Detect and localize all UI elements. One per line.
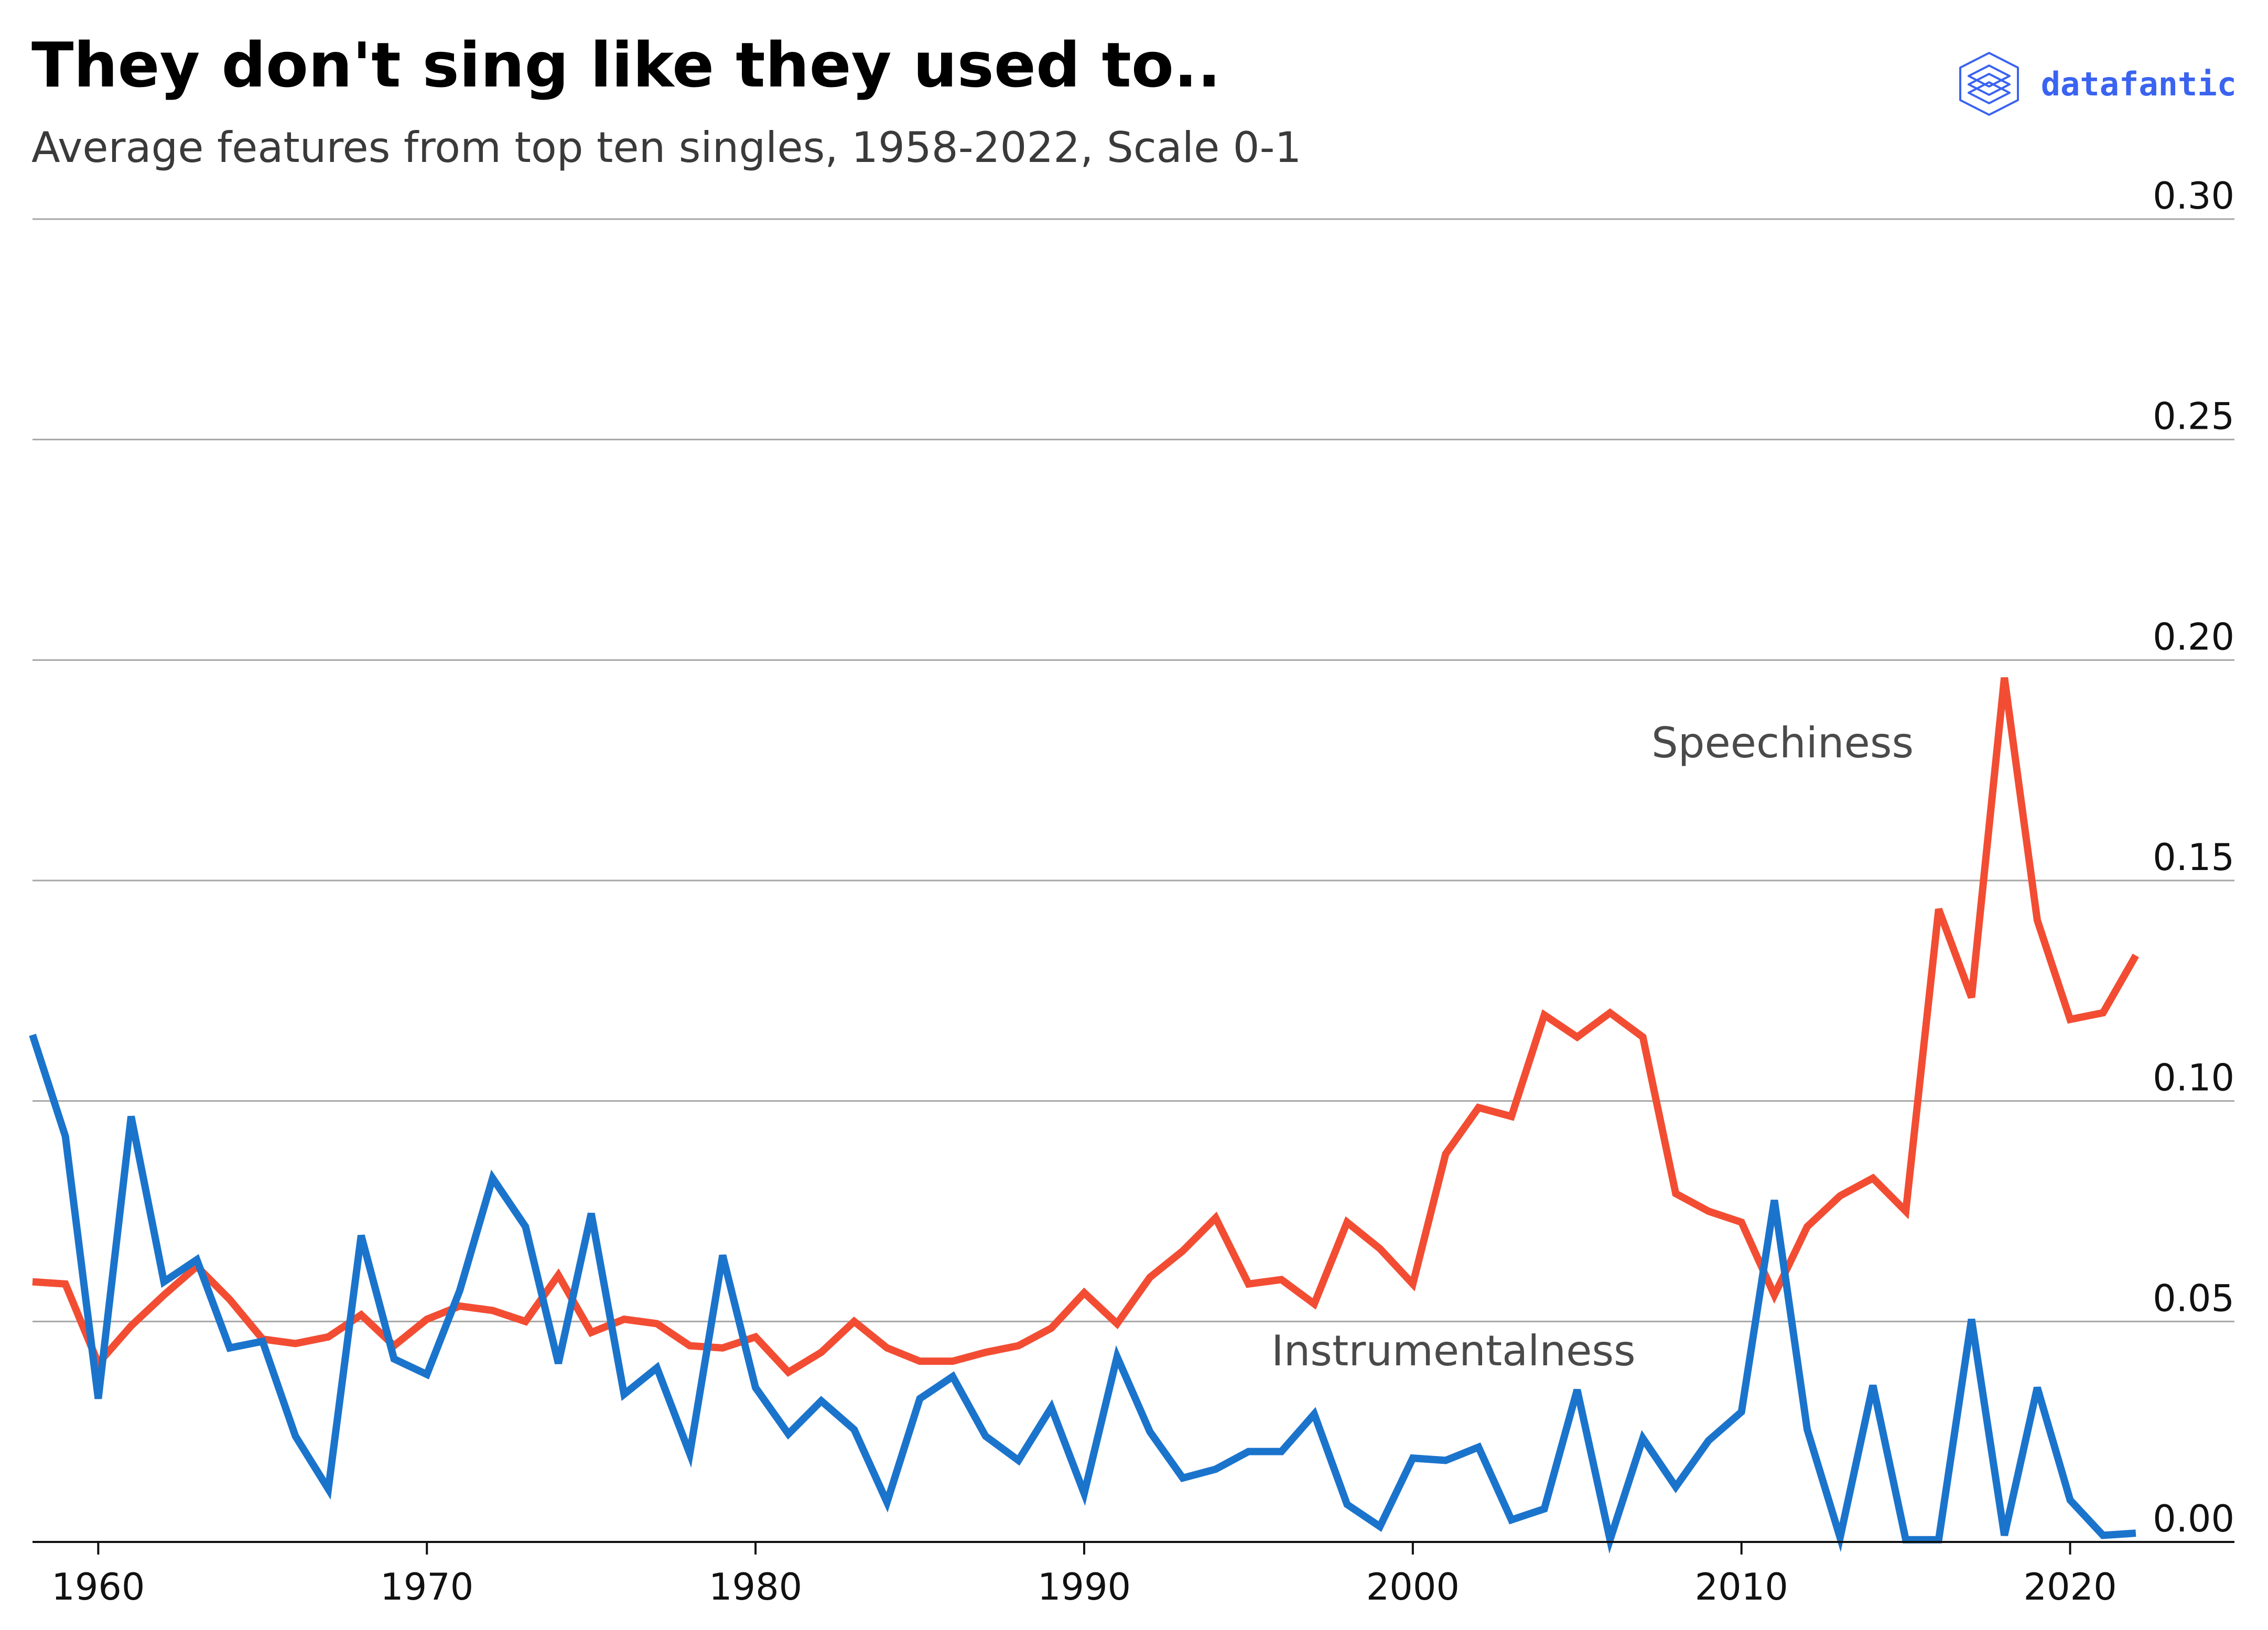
x-tick-label: 2020 bbox=[2023, 1566, 2116, 1609]
x-tick-label: 1960 bbox=[51, 1566, 145, 1609]
x-tick-label: 2000 bbox=[1366, 1566, 1460, 1609]
y-tick-label: 0.00 bbox=[2153, 1497, 2234, 1540]
series-lines bbox=[29, 677, 2139, 1554]
x-tick-label: 1970 bbox=[380, 1566, 473, 1609]
x-axis bbox=[33, 1541, 2234, 1555]
x-tick-label: 1990 bbox=[1038, 1566, 1131, 1609]
y-tick-label: 0.25 bbox=[2153, 395, 2234, 438]
brand-logo: datafantic bbox=[1955, 50, 2237, 118]
tick-labels: 0.00 0.05 0.10 0.15 0.20 0.25 0.30 1960 1970 1980… bbox=[51, 175, 2234, 1609]
chart-title: They don't sing like they used to.. bbox=[31, 29, 1221, 101]
y-tick-label: 0.05 bbox=[2153, 1277, 2234, 1320]
brand-name: datafantic bbox=[2040, 64, 2237, 103]
y-tick-label: 0.15 bbox=[2153, 836, 2234, 879]
y-tick-label: 0.30 bbox=[2153, 175, 2234, 218]
x-tick-label: 1980 bbox=[709, 1566, 802, 1609]
x-tick-label: 2010 bbox=[1695, 1566, 1788, 1609]
series-label-speechiness: Speechiness bbox=[1651, 719, 1914, 767]
series-line-instrumentalness bbox=[29, 1034, 2136, 1554]
y-tick-label: 0.20 bbox=[2153, 615, 2234, 658]
chart-subtitle: Average features from top ten singles, 1… bbox=[31, 123, 1302, 172]
y-tick-label: 0.10 bbox=[2153, 1057, 2234, 1100]
layered-diamond-icon bbox=[1959, 52, 2019, 116]
series-line-speechiness bbox=[32, 677, 2139, 1377]
series-label-instrumentalness: Instrumentalness bbox=[1271, 1327, 1636, 1375]
grid-lines bbox=[33, 218, 2234, 1322]
